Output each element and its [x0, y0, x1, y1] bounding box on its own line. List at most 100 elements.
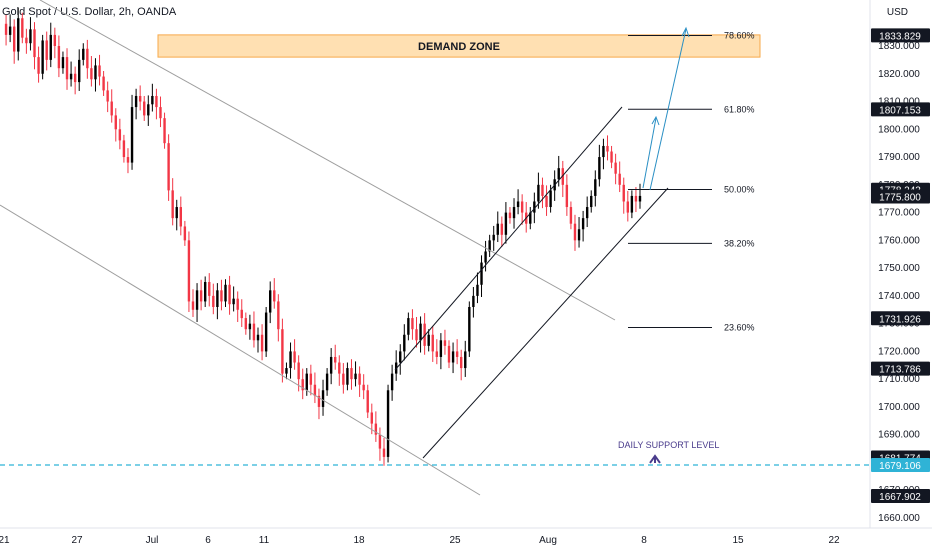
candle-body	[191, 301, 195, 310]
candle-body	[533, 201, 536, 213]
candle-body	[342, 373, 345, 385]
candle-body	[492, 234, 495, 241]
candle-body	[317, 395, 321, 407]
candle-body	[439, 340, 443, 357]
descending-channel-lower	[0, 204, 481, 496]
candle-body	[325, 373, 329, 391]
candle-body	[208, 282, 211, 296]
candle-body	[167, 143, 170, 191]
price-tick-label: 1800.000	[878, 124, 920, 135]
price-label-value: 1731.926	[879, 314, 921, 325]
candle-body	[293, 351, 296, 363]
time-tick-label: 21	[0, 535, 10, 546]
price-label-box	[871, 361, 930, 376]
price-label-box	[871, 28, 930, 43]
support-arrow-icon	[649, 454, 661, 464]
candle-body	[147, 104, 150, 116]
candle-body	[427, 334, 430, 346]
price-label-box	[871, 489, 930, 504]
candle-body	[447, 345, 451, 363]
candle-body	[86, 48, 89, 69]
candle-body	[106, 90, 109, 102]
candle-body	[4, 23, 8, 35]
candle-body	[171, 190, 174, 219]
candle-body	[403, 334, 406, 352]
fib-level-label: 61.80%	[724, 104, 755, 114]
candle-body	[130, 107, 134, 163]
candle-body	[610, 151, 613, 163]
candle-body	[565, 184, 569, 208]
price-tick-label: 1690.000	[878, 430, 920, 441]
candle-body	[240, 309, 243, 319]
ascending-channel-upper	[394, 106, 623, 371]
candle-body	[573, 223, 577, 241]
candle-body	[618, 173, 621, 185]
price-tick-label: 1740.000	[878, 291, 920, 302]
candle-body	[248, 323, 252, 330]
candle-body	[78, 59, 81, 83]
candle-body	[273, 290, 276, 302]
candle-body	[577, 229, 581, 241]
time-tick-label: 25	[449, 535, 461, 546]
candle-body	[25, 37, 28, 44]
candle-body	[581, 218, 585, 230]
time-tick-label: 11	[259, 535, 270, 546]
time-tick-label: 27	[71, 535, 83, 546]
candle-body	[61, 57, 65, 69]
candle-body	[407, 318, 410, 335]
candle-body	[545, 195, 548, 208]
candle-body	[378, 434, 382, 449]
candle-body	[338, 362, 341, 374]
candle-body	[126, 157, 130, 163]
candle-body	[520, 201, 524, 213]
candle-body	[350, 368, 353, 380]
candle-body	[94, 65, 97, 80]
time-tick-label: 22	[828, 535, 840, 546]
candle-body	[41, 40, 44, 74]
candle-body	[411, 318, 414, 330]
candle-body	[252, 323, 256, 341]
price-label-value: 1833.829	[879, 31, 921, 42]
candle-body	[82, 48, 85, 60]
price-label-value: 1775.800	[879, 192, 921, 203]
candle-body	[33, 29, 36, 58]
candle-body	[626, 201, 630, 213]
candle-body	[69, 73, 73, 80]
price-tick-label: 1720.000	[878, 346, 920, 357]
symbol-title: Gold Spot / U.S. Dollar, 2h, OANDA	[2, 6, 177, 18]
candle-body	[529, 212, 532, 224]
candle-body	[606, 145, 609, 152]
candle-body	[264, 312, 268, 352]
candle-body	[228, 284, 231, 305]
candle-body	[224, 284, 227, 302]
candle-body	[90, 68, 93, 80]
candle-body	[329, 356, 333, 374]
price-tick-label: 1700.000	[878, 402, 920, 413]
candle-body	[512, 207, 516, 219]
candle-body	[73, 73, 77, 83]
price-label-value: 1807.153	[879, 105, 921, 116]
price-tick-label: 1660.000	[878, 513, 920, 524]
candle-body	[634, 195, 638, 202]
candle-body	[496, 223, 499, 235]
candle-body	[199, 290, 203, 302]
candle-body	[297, 362, 300, 380]
candle-body	[382, 448, 386, 457]
time-axis: 21 27 Jul 6 11 18 25 Aug 8 15 22	[0, 535, 840, 546]
daily-support-label: DAILY SUPPORT LEVEL	[618, 440, 719, 450]
candle-body	[455, 351, 459, 357]
fib-level-label: 38.20%	[724, 238, 755, 248]
candle-body	[98, 65, 101, 77]
projection-arrowhead-1	[651, 115, 660, 126]
price-label-value: 1713.786	[879, 365, 921, 376]
price-tick-label: 1820.000	[878, 69, 920, 80]
candle-body	[305, 373, 308, 391]
candle-body	[480, 262, 483, 285]
candle-body	[561, 168, 564, 185]
price-tick-label: 1830.000	[878, 41, 920, 52]
candle-body	[500, 223, 504, 235]
candle-body	[138, 95, 142, 102]
candle-body	[163, 118, 166, 144]
candle-body	[484, 251, 487, 263]
